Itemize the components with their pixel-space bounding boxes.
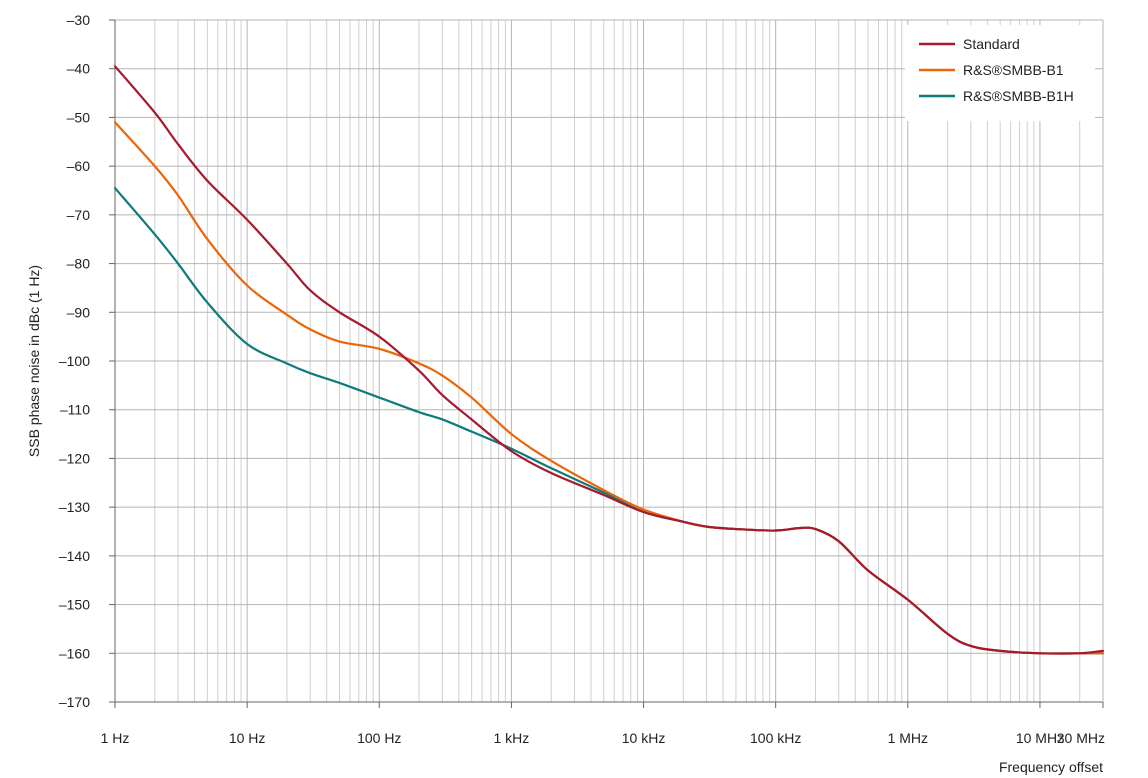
y-tick-label: –150 xyxy=(59,597,90,613)
legend-background xyxy=(905,25,1095,121)
y-axis-title: SSB phase noise in dBc (1 Hz) xyxy=(26,265,42,457)
legend-label: R&S®SMBB-B1 xyxy=(963,62,1064,78)
x-tick-label: 1 Hz xyxy=(101,730,130,746)
y-tick-label: –80 xyxy=(67,256,91,272)
x-tick-label: 100 kHz xyxy=(750,730,801,746)
y-tick-label: –110 xyxy=(60,402,90,418)
x-tick-label: 10 MHz xyxy=(1016,730,1064,746)
axes xyxy=(109,19,1104,708)
series-line-standard xyxy=(113,65,1105,655)
y-tick-label: –120 xyxy=(59,450,90,466)
series-layer xyxy=(113,65,1105,655)
legend: Standard R&S®SMBB-B1 R&S®SMBB-B1H xyxy=(905,25,1095,121)
y-tick-label: –100 xyxy=(59,353,90,369)
y-tick-label: –130 xyxy=(59,499,90,515)
x-tick-label: 1 kHz xyxy=(494,730,530,746)
y-tick-label: –50 xyxy=(67,109,91,125)
y-tick-label: –170 xyxy=(59,694,90,710)
x-tick-label: 100 Hz xyxy=(357,730,401,746)
legend-label: R&S®SMBB-B1H xyxy=(963,88,1074,104)
y-tick-label: –160 xyxy=(59,645,90,661)
y-tick-label: –40 xyxy=(67,61,91,77)
x-tick-labels: 1 Hz 10 Hz 100 Hz 1 kHz 10 kHz 100 kHz 1 MHz 10… xyxy=(101,730,1105,746)
x-tick-label: 10 kHz xyxy=(622,730,666,746)
y-tick-label: –70 xyxy=(67,207,91,223)
x-axis-title: Frequency offset xyxy=(999,759,1103,775)
y-tick-label: –90 xyxy=(67,304,91,320)
x-tick-label: 1 MHz xyxy=(888,730,928,746)
y-tick-labels: –30 –40 –50 –60 –70 –80 –90 –100 –110 –120 –130 –14… xyxy=(59,12,90,710)
y-tick-label: –30 xyxy=(67,12,91,28)
legend-label: Standard xyxy=(963,36,1020,52)
x-tick-label: 30 MHz xyxy=(1057,730,1105,746)
y-tick-label: –140 xyxy=(59,548,90,564)
y-tick-label: –60 xyxy=(67,158,91,174)
x-tick-label: 10 Hz xyxy=(229,730,266,746)
